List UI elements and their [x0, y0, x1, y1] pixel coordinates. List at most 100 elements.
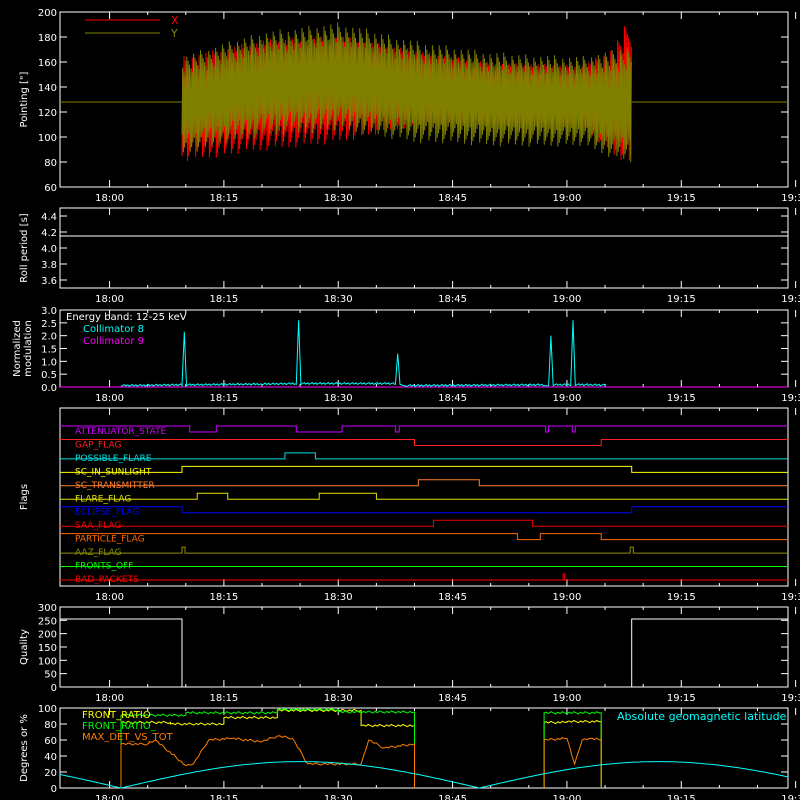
degrees-xtick-label: 18:30: [324, 794, 353, 800]
degrees-series-front-ratio-: [120, 707, 415, 788]
flags-label: SC_IN_SUNLIGHT: [75, 467, 152, 477]
quality-xtick-label: 19:00: [553, 693, 582, 704]
modulation-ytick-label: 0.0: [41, 383, 57, 394]
roll-ytick-label: 4.0: [41, 244, 57, 255]
roll-ytick-label: 3.8: [41, 260, 57, 271]
roll-xtick-label: 19:15: [667, 294, 696, 305]
pointing-xtick-label: 19:15: [667, 193, 696, 204]
quality-xtick-label: 19:15: [667, 693, 696, 704]
modulation-xtick-label: 19:15: [667, 393, 696, 404]
modulation-legend-label: Collimator 9: [83, 336, 144, 347]
degrees-xtick-label: 18:15: [209, 794, 238, 800]
modulation-legend-title: Energy band: 12-25 keV: [66, 312, 187, 323]
quality-ytick-label: 250: [38, 616, 57, 627]
flags-series-aaz-flag: [60, 546, 788, 554]
flags-xtick-label: 18:15: [209, 592, 238, 603]
pointing-xtick-label: 18:15: [209, 193, 238, 204]
degrees-ylabel: Degrees or %: [19, 714, 30, 782]
roll-xtick-label: 19:30: [781, 294, 800, 305]
quality-ytick-label: 150: [38, 643, 57, 654]
flags-series-flare-flag: [60, 492, 788, 500]
modulation-xtick-label: 18:15: [209, 393, 238, 404]
modulation-ytick-label: 3.0: [41, 306, 57, 317]
degrees-ytick-label: 40: [44, 752, 57, 763]
degrees-series-geomagnetic-latitude: [59, 761, 789, 789]
degrees-ytick-label: 80: [44, 720, 57, 731]
degrees-series-front-ratio: [543, 719, 602, 788]
quality-ylabel: Quality: [19, 629, 30, 665]
flags-series-sc-in-sunlight: [60, 465, 788, 473]
degrees-legend-label: MAX_DET_VS_TOT: [82, 732, 174, 743]
degrees-xtick-label: 18:45: [438, 794, 467, 800]
pointing-ytick-label: 80: [44, 158, 57, 169]
flags-xtick-label: 18:30: [324, 592, 353, 603]
modulation-xtick-label: 18:30: [324, 393, 353, 404]
pointing-xtick-label: 18:45: [438, 193, 467, 204]
pointing-ytick-label: 200: [38, 8, 57, 19]
flags-label: ECLIPSE_FLAG: [75, 508, 139, 518]
pointing-frame: [59, 11, 789, 188]
roll-xtick-label: 18:45: [438, 294, 467, 305]
degrees-legend-label: FRONT_RATIO: [82, 710, 151, 721]
quality-xtick-label: 18:30: [324, 693, 353, 704]
roll-xtick-label: 18:00: [95, 294, 124, 305]
flags-label: GAP_FLAG: [75, 440, 121, 450]
flags-label: ATTENUATOR_STATE: [75, 427, 167, 437]
flags-series-saa-flag: [60, 519, 788, 527]
modulation-xtick-label: 19:00: [553, 393, 582, 404]
flags-label: POSSIBLE_FLARE: [75, 454, 152, 464]
degrees-xtick-label: 19:00: [553, 794, 582, 800]
quality-ytick-label: 300: [38, 603, 57, 614]
degrees-xtick-label: 18:00: [95, 794, 124, 800]
quality-ytick-label: 0: [51, 683, 57, 694]
flags-label: SAA_FLAG: [75, 521, 121, 531]
degrees-right-label: Absolute geomagnetic latitude: [617, 710, 787, 723]
flags-label: PARTICLE_FLAG: [75, 535, 145, 545]
flags-label: BAD_PACKETS: [75, 575, 139, 585]
quality-xtick-label: 18:45: [438, 693, 467, 704]
flags-series-possible-flare: [60, 452, 788, 460]
pointing-xtick-label: 18:30: [324, 193, 353, 204]
pointing-ytick-label: 160: [38, 58, 57, 69]
modulation-ylabel: Normalized: [12, 320, 23, 377]
flags-series-attenuator-state: [60, 425, 788, 433]
roll-ytick-label: 4.4: [41, 212, 57, 223]
degrees-series-max-det-vs-tot: [543, 737, 602, 788]
modulation-ytick-label: 1.5: [41, 345, 57, 356]
flags-series-eclipse-flag: [60, 506, 788, 514]
pointing-ytick-label: 60: [44, 183, 57, 194]
quality-ytick-label: 50: [44, 670, 57, 681]
pointing-xtick-label: 19:00: [553, 193, 582, 204]
degrees-ytick-label: 0: [51, 784, 57, 795]
flags-series-sc-transmitter: [60, 479, 788, 487]
roll-xtick-label: 19:00: [553, 294, 582, 305]
roll-xtick-label: 18:15: [209, 294, 238, 305]
roll-ylabel: Roll period [s]: [19, 213, 30, 282]
modulation-series-collimator-8: [120, 320, 606, 388]
roll-frame: [59, 207, 789, 289]
degrees-ytick-label: 60: [44, 736, 57, 747]
pointing-ytick-label: 180: [38, 33, 57, 44]
pointing-ytick-label: 140: [38, 83, 57, 94]
modulation-ytick-label: 2.0: [41, 332, 57, 343]
pointing-series-Y: [181, 22, 632, 163]
modulation-ylabel: modulation: [23, 320, 34, 377]
degrees-series-max-det-vs-tot: [120, 735, 415, 788]
quality-xtick-label: 19:30: [781, 693, 800, 704]
quality-xtick-label: 18:00: [95, 693, 124, 704]
modulation-ytick-label: 0.5: [41, 370, 57, 381]
modulation-legend-label: Collimator 8: [83, 324, 144, 335]
quality-xtick-label: 18:15: [209, 693, 238, 704]
pointing-ytick-label: 100: [38, 133, 57, 144]
flags-label: SC_TRANSMITTER: [75, 481, 155, 491]
degrees-legend-label: FRONT_RATIO_: [82, 721, 157, 732]
roll-xtick-label: 18:30: [324, 294, 353, 305]
flags-frame: [59, 407, 789, 587]
degrees-ytick-label: 100: [38, 704, 57, 715]
flags-xtick-label: 18:00: [95, 592, 124, 603]
pointing-legend-label: Y: [170, 27, 178, 40]
modulation-ytick-label: 2.5: [41, 319, 57, 330]
flags-label: FLARE_FLAG: [75, 494, 131, 504]
pointing-legend-label: X: [171, 14, 179, 27]
